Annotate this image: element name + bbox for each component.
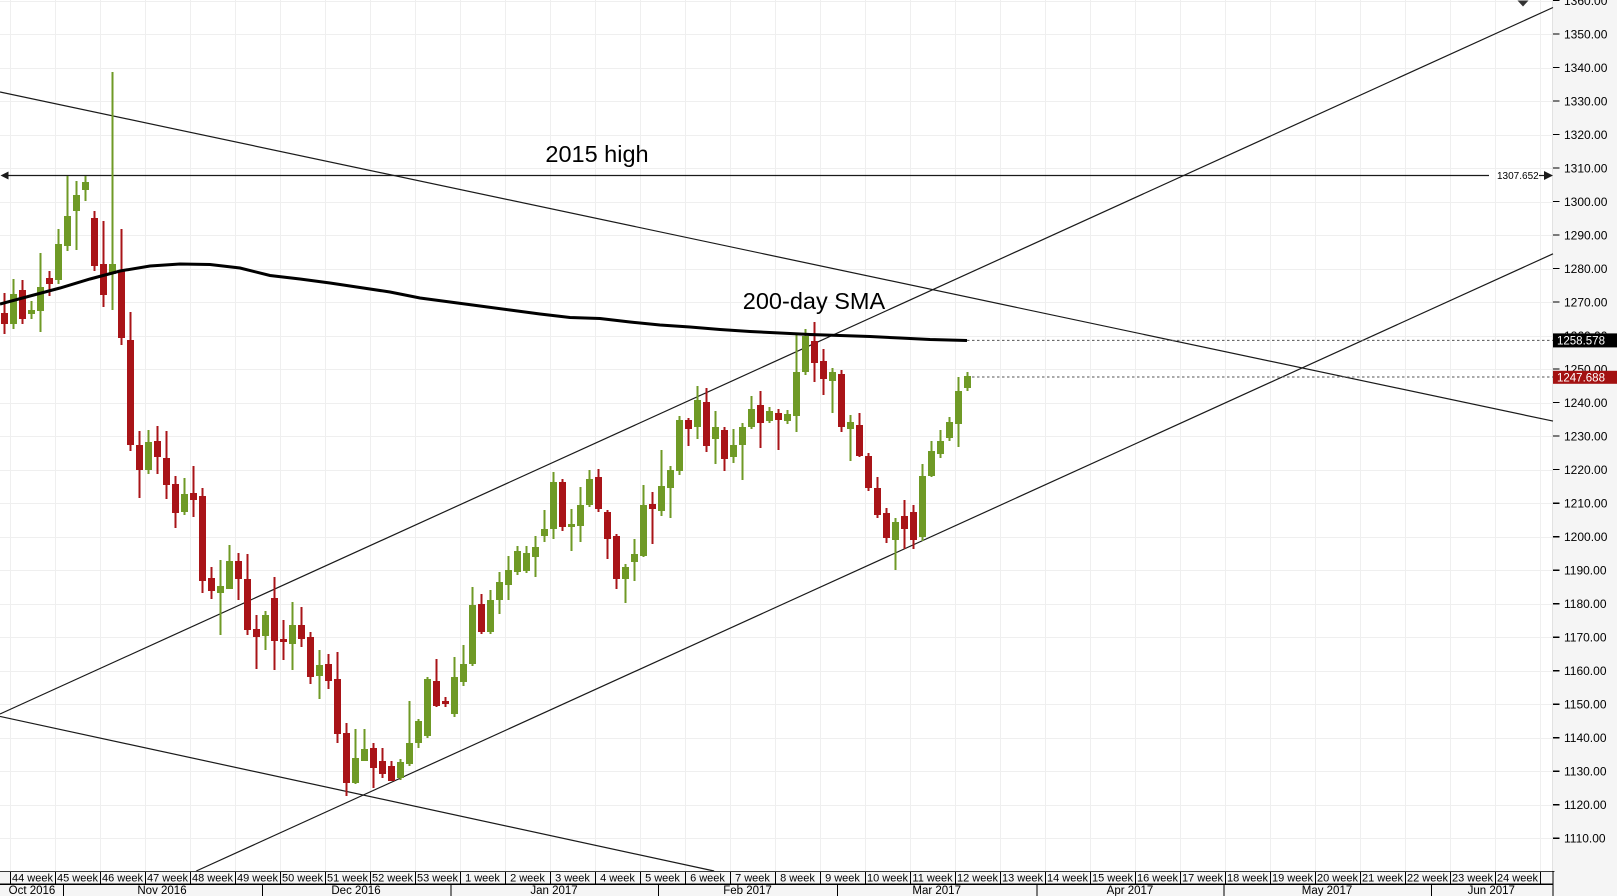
svg-text:16 week: 16 week xyxy=(1137,872,1178,884)
svg-text:51 week: 51 week xyxy=(327,872,368,884)
svg-text:17 week: 17 week xyxy=(1182,872,1223,884)
svg-text:1110.00: 1110.00 xyxy=(1564,831,1606,845)
svg-text:20 week: 20 week xyxy=(1317,872,1358,884)
svg-text:1330.00: 1330.00 xyxy=(1564,94,1608,108)
svg-text:1150.00: 1150.00 xyxy=(1564,697,1607,711)
svg-text:2015 high: 2015 high xyxy=(545,141,648,167)
svg-text:1310.00: 1310.00 xyxy=(1564,161,1608,175)
svg-text:1258.578: 1258.578 xyxy=(1557,336,1605,348)
svg-text:2 week: 2 week xyxy=(510,872,545,884)
svg-text:4 week: 4 week xyxy=(600,872,635,884)
svg-text:200-day SMA: 200-day SMA xyxy=(743,288,886,314)
svg-text:1170.00: 1170.00 xyxy=(1564,630,1607,644)
svg-text:10 week: 10 week xyxy=(867,872,908,884)
svg-text:1247.688: 1247.688 xyxy=(1557,373,1605,385)
svg-text:47 week: 47 week xyxy=(147,872,188,884)
svg-text:7 week: 7 week xyxy=(735,872,770,884)
svg-text:1130.00: 1130.00 xyxy=(1564,764,1607,778)
svg-text:48 week: 48 week xyxy=(192,872,233,884)
svg-text:1340.00: 1340.00 xyxy=(1564,61,1608,75)
svg-text:15 week: 15 week xyxy=(1092,872,1133,884)
svg-text:49 week: 49 week xyxy=(237,872,278,884)
svg-text:Nov 2016: Nov 2016 xyxy=(137,885,186,896)
svg-text:9 week: 9 week xyxy=(825,872,860,884)
svg-text:1220.00: 1220.00 xyxy=(1564,463,1608,477)
svg-text:52 week: 52 week xyxy=(372,872,413,884)
svg-text:24 week: 24 week xyxy=(1497,872,1538,884)
svg-text:23 week: 23 week xyxy=(1452,872,1493,884)
svg-text:1300.00: 1300.00 xyxy=(1564,195,1608,209)
svg-text:1290.00: 1290.00 xyxy=(1564,228,1608,242)
svg-text:21 week: 21 week xyxy=(1362,872,1403,884)
svg-text:50 week: 50 week xyxy=(282,872,323,884)
svg-text:Apr 2017: Apr 2017 xyxy=(1107,885,1154,896)
svg-text:1180.00: 1180.00 xyxy=(1564,597,1607,611)
svg-text:13 week: 13 week xyxy=(1002,872,1043,884)
svg-text:8 week: 8 week xyxy=(780,872,815,884)
svg-text:Mar 2017: Mar 2017 xyxy=(912,885,961,896)
svg-text:53 week: 53 week xyxy=(417,872,458,884)
svg-text:Jan 2017: Jan 2017 xyxy=(530,885,577,896)
svg-text:14 week: 14 week xyxy=(1047,872,1088,884)
svg-text:1280.00: 1280.00 xyxy=(1564,262,1608,276)
svg-text:1320.00: 1320.00 xyxy=(1564,128,1608,142)
svg-text:1140.00: 1140.00 xyxy=(1564,731,1607,745)
svg-text:44 week: 44 week xyxy=(12,872,53,884)
svg-text:12 week: 12 week xyxy=(957,872,998,884)
svg-text:11 week: 11 week xyxy=(912,872,953,884)
svg-text:Oct 2016: Oct 2016 xyxy=(9,885,56,896)
svg-text:1230.00: 1230.00 xyxy=(1564,429,1608,443)
svg-text:1 week: 1 week xyxy=(465,872,500,884)
svg-text:Jun 2017: Jun 2017 xyxy=(1468,885,1515,896)
svg-text:1270.00: 1270.00 xyxy=(1564,295,1608,309)
svg-text:1200.00: 1200.00 xyxy=(1564,530,1608,544)
svg-text:Feb 2017: Feb 2017 xyxy=(723,885,772,896)
svg-text:1240.00: 1240.00 xyxy=(1564,396,1608,410)
svg-text:1350.00: 1350.00 xyxy=(1564,27,1608,41)
svg-text:Dec 2016: Dec 2016 xyxy=(331,885,380,896)
svg-text:22 week: 22 week xyxy=(1407,872,1448,884)
svg-text:45 week: 45 week xyxy=(57,872,98,884)
svg-text:1307.652: 1307.652 xyxy=(1497,171,1539,182)
svg-text:5 week: 5 week xyxy=(645,872,680,884)
svg-text:19 week: 19 week xyxy=(1272,872,1313,884)
svg-text:46 week: 46 week xyxy=(102,872,143,884)
svg-text:18 week: 18 week xyxy=(1227,872,1268,884)
svg-text:6 week: 6 week xyxy=(690,872,725,884)
svg-text:May 2017: May 2017 xyxy=(1302,885,1353,896)
svg-text:1360.00: 1360.00 xyxy=(1564,0,1608,8)
svg-text:1190.00: 1190.00 xyxy=(1564,563,1607,577)
svg-text:1160.00: 1160.00 xyxy=(1564,664,1607,678)
svg-text:1120.00: 1120.00 xyxy=(1564,798,1607,812)
svg-text:3 week: 3 week xyxy=(555,872,590,884)
svg-text:1210.00: 1210.00 xyxy=(1564,496,1608,510)
